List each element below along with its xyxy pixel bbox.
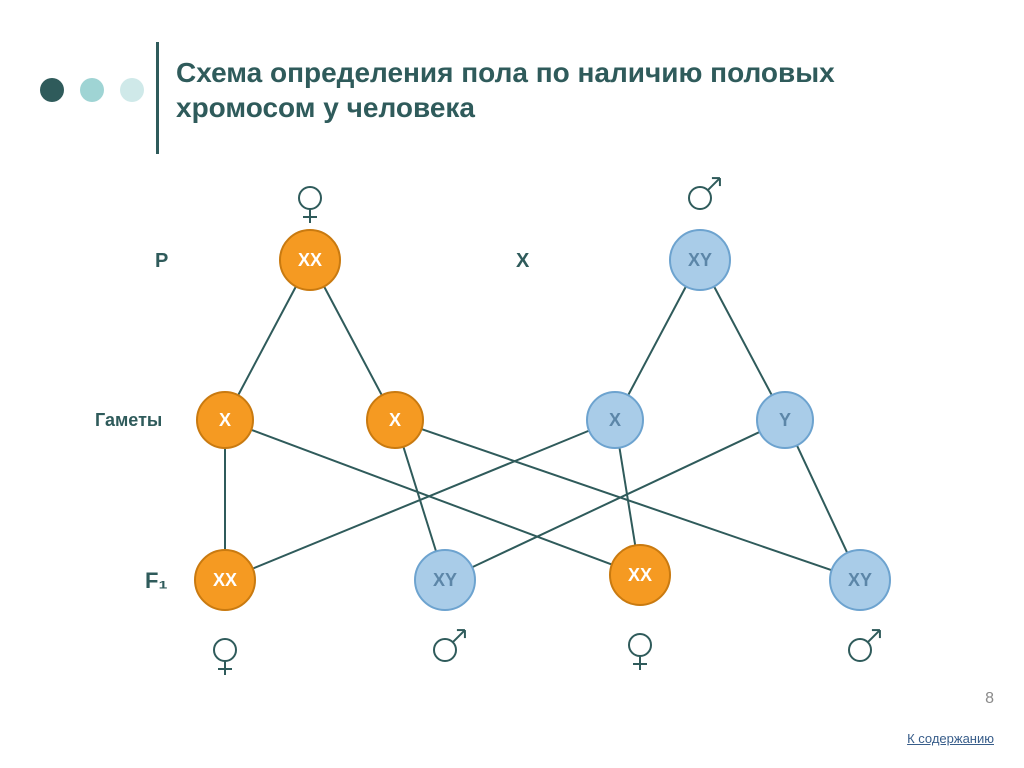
svg-text:XY: XY <box>848 570 872 590</box>
svg-text:XX: XX <box>213 570 237 590</box>
genetics-diagram: XXXYXXXYXXXYXXXY <box>0 0 1024 768</box>
svg-text:XX: XX <box>298 250 322 270</box>
svg-text:XX: XX <box>628 565 652 585</box>
svg-text:X: X <box>609 410 621 430</box>
contents-link[interactable]: К содержанию <box>907 731 994 746</box>
svg-text:X: X <box>219 410 231 430</box>
svg-text:Y: Y <box>779 410 791 430</box>
svg-text:X: X <box>389 410 401 430</box>
page-number: 8 <box>985 690 994 708</box>
svg-text:XY: XY <box>433 570 457 590</box>
svg-text:XY: XY <box>688 250 712 270</box>
slide: { "title": "Схема определения пола по на… <box>0 0 1024 768</box>
